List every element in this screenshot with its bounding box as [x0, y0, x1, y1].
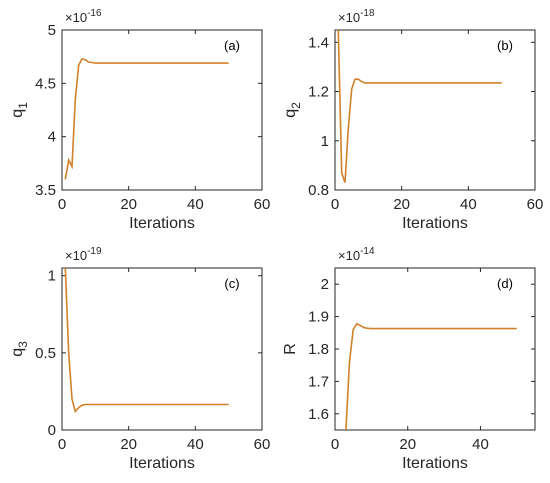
y-tick-label: 1: [48, 268, 56, 285]
series-line: [64, 268, 229, 414]
y-axis-label-main: R: [282, 343, 299, 355]
exponent-power: -19: [87, 246, 102, 257]
axes-box: [334, 267, 536, 431]
exponent-base: ×10: [338, 248, 360, 263]
y-exponent-label: ×10-14: [338, 246, 375, 263]
y-tick-label: 0.8: [308, 182, 329, 199]
panel-3: 0 20 40 60 0 0.5 1 ×10-19 Iterations q3 (c): [9, 246, 270, 472]
y-axis-label: R: [282, 343, 299, 355]
series-line: [64, 57, 229, 180]
y-axis-label: q3: [9, 341, 30, 357]
y-tick-label: 1.4: [308, 34, 329, 51]
x-tick-label: 40: [472, 436, 489, 453]
y-tick-label: 1.8: [308, 341, 329, 358]
exponent-power: -16: [87, 8, 102, 19]
panel-1: 0 20 40 60 3.5 4 4.5 5 ×10-16 Iterations q1 (a): [9, 8, 270, 232]
x-tick-label: 60: [254, 196, 271, 213]
y-tick-label: 2: [321, 276, 329, 293]
panel-label: (a): [224, 38, 240, 53]
x-tick-label: 20: [399, 436, 416, 453]
y-axis-label-main: q: [9, 348, 26, 357]
y-exponent-label: ×10-19: [65, 246, 102, 263]
x-tick-label: 20: [120, 436, 137, 453]
exponent-power: -14: [360, 246, 375, 257]
panel-4: 0 20 40 1.6 1.7 1.8 1.9 2 ×10-14 Iterations R (d): [282, 246, 536, 472]
panel-label: (c): [224, 276, 239, 291]
x-tick-label: 0: [331, 436, 339, 453]
y-exponent-label: ×10-18: [338, 8, 375, 25]
axes-box: [61, 267, 263, 431]
y-axis-label-subscript: 1: [16, 102, 30, 109]
x-axis-label: Iterations: [129, 215, 195, 232]
x-tick-label: 60: [254, 436, 271, 453]
y-tick-label: 3.5: [35, 182, 56, 199]
y-tick-label: 4.5: [35, 75, 56, 92]
x-tick-label: 0: [331, 196, 339, 213]
series-line: [345, 322, 517, 430]
x-tick-label: 60: [527, 196, 544, 213]
x-tick-label: 0: [58, 196, 66, 213]
x-tick-label: 40: [187, 436, 204, 453]
y-tick-label: 1.6: [308, 406, 329, 423]
y-axis-label-main: q: [9, 109, 26, 118]
x-axis-label: Iterations: [402, 215, 468, 232]
axes-box: [334, 29, 536, 191]
y-tick-label: 5: [48, 22, 56, 39]
y-tick-label: 1.7: [308, 373, 329, 390]
y-axis-label-subscript: 2: [289, 102, 303, 109]
panel-label: (b): [497, 38, 513, 53]
exponent-power: -18: [360, 8, 375, 19]
x-tick-label: 40: [460, 196, 477, 213]
y-tick-label: 1.9: [308, 309, 329, 326]
exponent-base: ×10: [65, 10, 87, 25]
y-axis-label-subscript: 3: [16, 341, 30, 348]
x-tick-label: 0: [58, 436, 66, 453]
y-tick-label: 0.5: [35, 345, 56, 362]
y-tick-label: 4: [48, 129, 56, 146]
y-axis-label: q2: [282, 102, 303, 118]
series-line: [337, 30, 502, 183]
x-tick-label: 20: [393, 196, 410, 213]
x-axis-label: Iterations: [402, 455, 468, 472]
y-tick-label: 1: [321, 133, 329, 150]
exponent-base: ×10: [65, 248, 87, 263]
x-tick-label: 20: [120, 196, 137, 213]
x-axis-label: Iterations: [129, 455, 195, 472]
exponent-base: ×10: [338, 10, 360, 25]
y-tick-label: 1.2: [308, 84, 329, 101]
y-axis-label: q1: [9, 102, 30, 118]
panel-label: (d): [497, 276, 513, 291]
y-exponent-label: ×10-16: [65, 8, 102, 25]
y-axis-label-main: q: [282, 109, 299, 118]
axes-box: [61, 29, 263, 191]
x-tick-label: 40: [187, 196, 204, 213]
panel-2: 0 20 40 60 0.8 1 1.2 1.4 ×10-18 Iterations q2 (b): [282, 8, 543, 232]
y-tick-label: 0: [48, 422, 56, 439]
